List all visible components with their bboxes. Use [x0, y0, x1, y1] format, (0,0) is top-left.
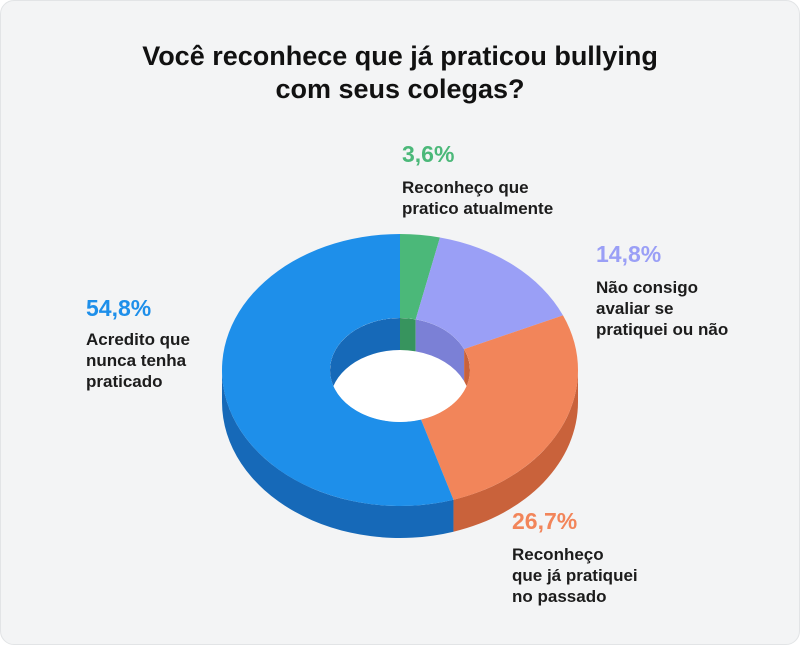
chart-title-line-1: Você reconhece que já praticou bullying [142, 41, 658, 71]
donut-side-3 [222, 370, 454, 538]
slice-label-reconheco-pratico-atualmente: 3,6% Reconheço que pratico atualmente [402, 140, 553, 219]
donut-sides [222, 370, 578, 538]
donut-inner-wall-0 [400, 318, 416, 352]
donut-slice-1 [415, 237, 563, 350]
slice-desc-line: pratiquei ou não [596, 320, 729, 339]
slice-desc-line: Reconheço que [402, 178, 529, 197]
slice-desc-line: Reconheço [512, 545, 604, 564]
chart-title: Você reconhece que já praticou bullying … [0, 40, 800, 106]
donut-hole [330, 318, 470, 422]
donut-top [221, 233, 579, 507]
donut-slice-0 [400, 233, 440, 320]
donut-inner-wall-1 [415, 319, 465, 382]
slice-desc-line: no passado [512, 587, 607, 606]
slice-label-acredito-nunca: 54,8% Acredito que nunca tenha praticado [86, 294, 190, 392]
slice-percent-acredito-nunca: 54,8% [86, 295, 152, 321]
donut-slice-3 [221, 234, 454, 507]
slice-desc-line: que já pratiquei [512, 566, 638, 585]
slice-desc-line: avaliar se [596, 299, 674, 318]
slice-desc-line: praticado [86, 372, 163, 391]
slice-desc-line: nunca tenha [86, 351, 187, 370]
slice-desc-line: pratico atualmente [402, 199, 554, 218]
slice-label-reconheco-passado: 26,7% Reconheço que já pratiquei no pass… [512, 507, 638, 607]
donut-slice-2 [421, 315, 579, 500]
slice-desc-line: Não consigo [596, 278, 699, 297]
slice-percent-nao-consigo-avaliar: 14,8% [596, 241, 662, 267]
donut-inner-wall-3 [330, 318, 400, 402]
chart-title-line-2: com seus colegas? [275, 74, 525, 104]
donut-side-2 [453, 370, 578, 532]
slice-percent-reconheco-passado: 26,7% [512, 508, 578, 534]
slice-percent-reconheco-pratico-atualmente: 3,6% [402, 141, 455, 167]
slice-label-nao-consigo-avaliar: 14,8% Não consigo avaliar se pratiquei o… [596, 240, 728, 340]
slice-desc-line: Acredito que [86, 330, 190, 349]
